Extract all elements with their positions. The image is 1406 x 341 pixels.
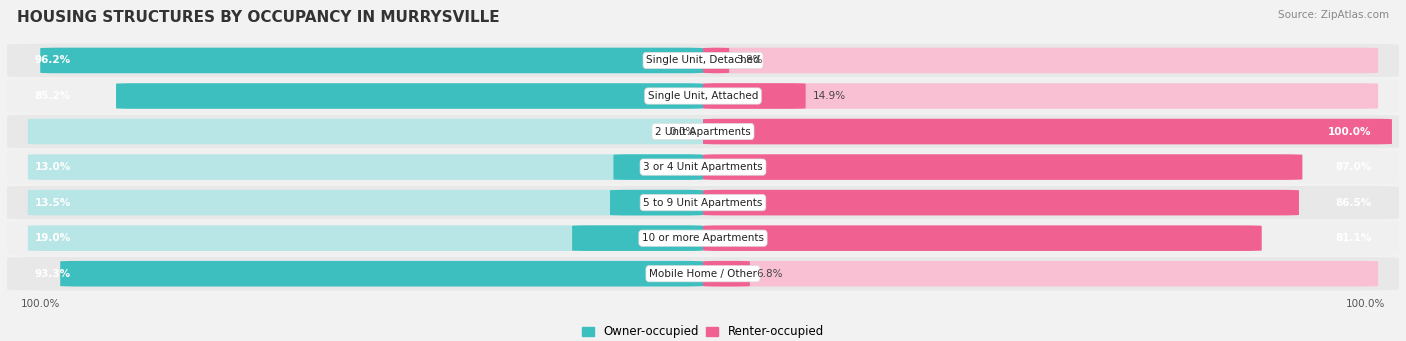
- Text: 6.8%: 6.8%: [756, 269, 783, 279]
- Text: 87.0%: 87.0%: [1334, 162, 1371, 172]
- Text: 3.8%: 3.8%: [737, 56, 762, 65]
- Text: 93.3%: 93.3%: [35, 269, 70, 279]
- Text: 81.1%: 81.1%: [1336, 233, 1371, 243]
- Text: 13.5%: 13.5%: [35, 198, 70, 208]
- FancyBboxPatch shape: [703, 261, 1378, 286]
- FancyBboxPatch shape: [28, 119, 703, 144]
- FancyBboxPatch shape: [613, 154, 703, 180]
- FancyBboxPatch shape: [703, 154, 1302, 180]
- Text: 100.0%: 100.0%: [1346, 299, 1385, 309]
- Text: Mobile Home / Other: Mobile Home / Other: [650, 269, 756, 279]
- Text: 0.0%: 0.0%: [669, 127, 696, 136]
- FancyBboxPatch shape: [703, 119, 1392, 144]
- Text: 100.0%: 100.0%: [21, 299, 60, 309]
- FancyBboxPatch shape: [7, 115, 1399, 148]
- FancyBboxPatch shape: [703, 48, 730, 73]
- Text: 14.9%: 14.9%: [813, 91, 845, 101]
- FancyBboxPatch shape: [703, 225, 1261, 251]
- FancyBboxPatch shape: [41, 48, 703, 73]
- Text: Single Unit, Attached: Single Unit, Attached: [648, 91, 758, 101]
- FancyBboxPatch shape: [7, 79, 1399, 113]
- Text: 13.0%: 13.0%: [35, 162, 70, 172]
- Text: 100.0%: 100.0%: [1327, 127, 1371, 136]
- Text: 96.2%: 96.2%: [35, 56, 70, 65]
- FancyBboxPatch shape: [703, 83, 806, 109]
- FancyBboxPatch shape: [117, 83, 703, 109]
- FancyBboxPatch shape: [28, 154, 703, 180]
- FancyBboxPatch shape: [703, 190, 1299, 216]
- Text: 3 or 4 Unit Apartments: 3 or 4 Unit Apartments: [643, 162, 763, 172]
- FancyBboxPatch shape: [610, 190, 703, 216]
- FancyBboxPatch shape: [7, 257, 1399, 291]
- FancyBboxPatch shape: [7, 150, 1399, 184]
- FancyBboxPatch shape: [703, 83, 1378, 109]
- FancyBboxPatch shape: [28, 190, 703, 216]
- Text: 5 to 9 Unit Apartments: 5 to 9 Unit Apartments: [644, 198, 762, 208]
- FancyBboxPatch shape: [28, 225, 703, 251]
- Text: HOUSING STRUCTURES BY OCCUPANCY IN MURRYSVILLE: HOUSING STRUCTURES BY OCCUPANCY IN MURRY…: [17, 10, 499, 25]
- Text: 85.2%: 85.2%: [35, 91, 70, 101]
- Text: Source: ZipAtlas.com: Source: ZipAtlas.com: [1278, 10, 1389, 20]
- Text: 2 Unit Apartments: 2 Unit Apartments: [655, 127, 751, 136]
- FancyBboxPatch shape: [7, 44, 1399, 77]
- FancyBboxPatch shape: [7, 221, 1399, 255]
- FancyBboxPatch shape: [572, 225, 703, 251]
- Text: Single Unit, Detached: Single Unit, Detached: [647, 56, 759, 65]
- Legend: Owner-occupied, Renter-occupied: Owner-occupied, Renter-occupied: [578, 321, 828, 341]
- FancyBboxPatch shape: [60, 261, 703, 286]
- FancyBboxPatch shape: [703, 48, 1378, 73]
- Text: 19.0%: 19.0%: [35, 233, 70, 243]
- Text: 10 or more Apartments: 10 or more Apartments: [643, 233, 763, 243]
- Text: 86.5%: 86.5%: [1336, 198, 1371, 208]
- FancyBboxPatch shape: [7, 186, 1399, 219]
- FancyBboxPatch shape: [703, 261, 749, 286]
